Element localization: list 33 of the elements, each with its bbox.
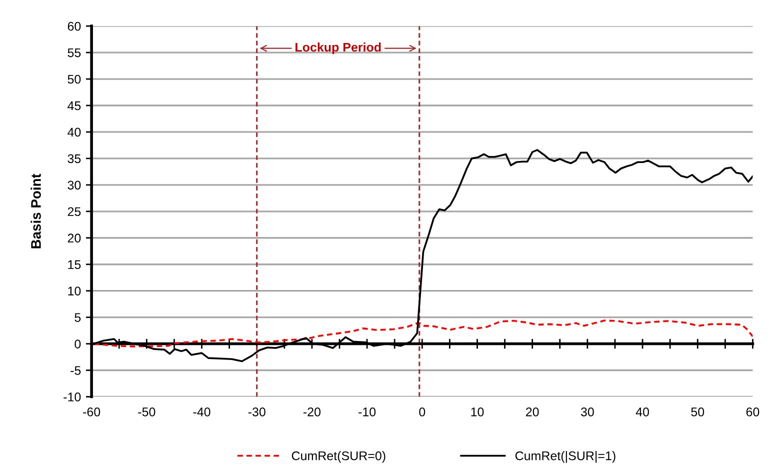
y-tick-label: 20 xyxy=(68,234,81,243)
y-tick-label: 15 xyxy=(68,260,81,270)
x-tick-label: -10 xyxy=(358,407,376,416)
x-tick-label: 0 xyxy=(419,407,426,416)
y-tick-label: 0 xyxy=(74,340,81,348)
y-axis-title: Basis Point xyxy=(30,174,41,248)
x-tick-label: 20 xyxy=(526,407,539,416)
y-tick-label: 45 xyxy=(68,101,81,110)
annotation: Lockup Period xyxy=(296,42,381,54)
y-tick-label: 55 xyxy=(68,48,81,58)
x-tick-label: -30 xyxy=(248,407,266,416)
x-tick-label: 60 xyxy=(746,407,760,416)
y-tick-label: -5 xyxy=(70,366,81,375)
x-tick-label: 50 xyxy=(691,407,704,416)
x-tick-label: -60 xyxy=(83,407,100,416)
x-tick-label: 10 xyxy=(471,407,484,416)
x-tick-label: -50 xyxy=(138,407,156,416)
legend-label: CumRet(SUR=0) xyxy=(292,451,386,463)
y-tick-label: 25 xyxy=(68,207,81,216)
y-tick-label: 40 xyxy=(68,128,81,137)
legend-label: CumRet(|SUR|=1) xyxy=(515,451,616,463)
x-tick-label: 30 xyxy=(580,407,594,416)
y-tick-label: 50 xyxy=(68,74,81,84)
line-series xyxy=(92,320,753,348)
y-tick-label: 30 xyxy=(68,180,81,190)
y-tick-label: -10 xyxy=(64,392,81,402)
y-tick-label: 60 xyxy=(68,22,81,31)
y-tick-label: 10 xyxy=(68,286,81,296)
x-tick-label: -20 xyxy=(303,407,320,416)
y-tick-label: 35 xyxy=(68,154,81,164)
y-tick-label: 5 xyxy=(74,313,81,322)
x-tick-label: 40 xyxy=(636,407,649,416)
x-tick-label: -40 xyxy=(193,407,210,416)
